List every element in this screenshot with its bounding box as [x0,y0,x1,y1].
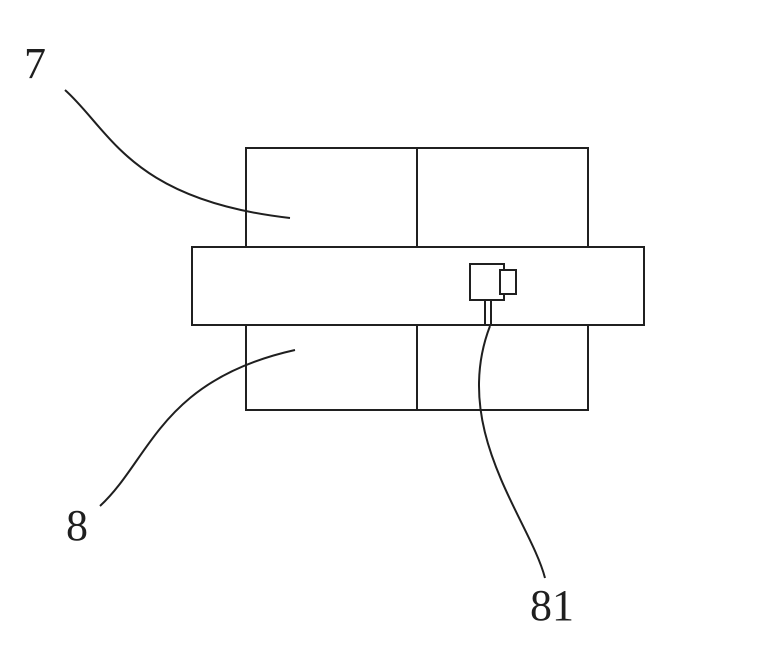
label-7: 7 [24,39,46,88]
part-81-outer [470,264,504,300]
part-81-stem [485,300,491,325]
label-81: 81 [530,581,574,630]
leader-8 [100,350,295,506]
leader-81 [479,326,545,578]
diagram-canvas: 7 8 81 [0,0,769,662]
label-8: 8 [66,501,88,550]
part-81-inner [500,270,516,294]
leader-7 [65,90,290,218]
part-8-bar [192,247,644,325]
